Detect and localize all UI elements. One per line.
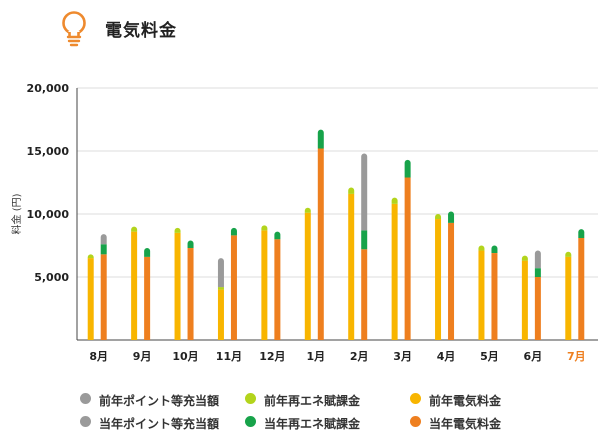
x-tick-label: 8月 — [89, 350, 108, 363]
prev-year-bar-electricity-segment — [304, 212, 311, 340]
legend-swatch — [410, 393, 421, 404]
y-tick-label: 5,000 — [34, 271, 69, 284]
prev-year-bar-electricity-segment — [478, 250, 485, 340]
prev-year-bar-electricity-segment — [565, 256, 572, 340]
x-tick-label: 4月 — [437, 350, 456, 363]
prev-year-bar-electricity-segment — [174, 232, 181, 340]
y-tick-label: 20,000 — [27, 82, 70, 95]
prev-year-bar-electricity-segment — [348, 193, 355, 340]
x-tick-label: 1月 — [306, 350, 325, 363]
curr-year-bar-renewable-surcharge-segment — [578, 229, 585, 238]
curr-year-bar-renewable-surcharge-segment — [361, 230, 368, 250]
prev-year-bar-electricity-segment — [131, 231, 138, 340]
curr-year-bar-renewable-surcharge-segment — [448, 211, 455, 223]
x-tick-label: 5月 — [480, 350, 499, 363]
curr-year-bar-renewable-surcharge-segment — [317, 129, 324, 149]
chart-legend: 前年ポイント等充当額 前年再エネ賦課金 前年電気料金当年ポイント等充当額 当年再エネ賦… — [0, 383, 610, 443]
lightbulb-icon — [62, 11, 86, 47]
prev-year-bar-renewable-surcharge-segment — [435, 214, 442, 220]
curr-year-bar-renewable-surcharge-segment — [187, 240, 194, 249]
prev-year-bar-electricity-segment — [217, 289, 224, 340]
x-tick-label: 9月 — [133, 350, 152, 363]
prev-year-bar-renewable-surcharge-segment — [391, 197, 398, 204]
legend-label: 前年ポイント等充当額 — [99, 394, 220, 408]
prev-year-bar-renewable-surcharge-segment — [348, 187, 355, 194]
prev-year-bar-electricity-segment — [391, 203, 398, 340]
y-axis-label: 料金 (円) — [10, 193, 23, 234]
legend-swatch — [245, 393, 256, 404]
prev-year-bar-electricity-segment — [261, 230, 268, 340]
curr-year-bar-electricity-segment — [274, 239, 281, 340]
prev-year-bar-renewable-surcharge-segment — [87, 254, 94, 259]
curr-year-bar-electricity-segment — [534, 277, 541, 340]
legend-label: 当年電気料金 — [429, 417, 502, 431]
x-tick-label: 7月 — [567, 350, 586, 363]
curr-year-bar-electricity-segment — [404, 177, 411, 340]
legend-label: 前年再エネ賦課金 — [264, 394, 361, 408]
curr-year-bar-electricity-segment — [317, 148, 324, 340]
curr-year-bar-points-segment — [361, 153, 368, 231]
prev-year-bar-renewable-surcharge-segment — [217, 287, 224, 290]
prev-year-bar-renewable-surcharge-segment — [174, 227, 181, 233]
x-tick-label: 3月 — [393, 350, 412, 363]
prev-year-bar-renewable-surcharge-segment — [261, 225, 268, 231]
curr-year-bar-electricity-segment — [361, 249, 368, 340]
prev-year-bar-points-segment — [217, 258, 224, 288]
x-tick-label: 2月 — [350, 350, 369, 363]
prev-year-bar-renewable-surcharge-segment — [521, 255, 528, 261]
curr-year-bar-electricity-segment — [448, 222, 455, 340]
curr-year-bar-renewable-surcharge-segment — [534, 268, 541, 277]
curr-year-bar-renewable-surcharge-segment — [274, 231, 281, 240]
electricity-cost-chart: 20,000 15,000 10,000 5,000 料金 (円) 8月 9月 10月 11月 1… — [10, 82, 598, 363]
x-tick-label: 10月 — [172, 350, 198, 363]
prev-year-bar-renewable-surcharge-segment — [304, 207, 311, 213]
curr-year-bar-renewable-surcharge-segment — [100, 244, 107, 255]
curr-year-bar-renewable-surcharge-segment — [144, 248, 151, 257]
prev-year-bar-renewable-surcharge-segment — [131, 226, 138, 232]
x-tick-label: 6月 — [524, 350, 543, 363]
legend-label: 当年ポイント等充当額 — [99, 417, 220, 431]
curr-year-bar-points-segment — [100, 234, 107, 245]
legend-swatch — [80, 393, 91, 404]
x-tick-label: 12月 — [259, 350, 285, 363]
y-tick-label: 10,000 — [27, 208, 70, 221]
prev-year-bar-electricity-segment — [87, 258, 94, 340]
curr-year-bar-electricity-segment — [187, 248, 194, 340]
curr-year-bar-electricity-segment — [144, 256, 151, 340]
y-tick-label: 15,000 — [27, 145, 70, 158]
x-tick-label: 11月 — [216, 350, 242, 363]
curr-year-bar-renewable-surcharge-segment — [491, 245, 498, 254]
legend-swatch — [245, 416, 256, 427]
curr-year-bar-points-segment — [534, 250, 541, 269]
page-title: 電気料金 — [105, 21, 177, 41]
prev-year-bar-electricity-segment — [521, 260, 528, 340]
prev-year-bar-renewable-surcharge-segment — [478, 245, 485, 251]
curr-year-bar-electricity-segment — [230, 235, 237, 340]
legend-swatch — [80, 416, 91, 427]
curr-year-bar-electricity-segment — [491, 253, 498, 340]
curr-year-bar-renewable-surcharge-segment — [230, 227, 237, 236]
legend-label: 当年再エネ賦課金 — [264, 417, 361, 431]
prev-year-bar-renewable-surcharge-segment — [565, 251, 572, 257]
curr-year-bar-electricity-segment — [578, 237, 585, 340]
curr-year-bar-electricity-segment — [100, 254, 107, 340]
legend-label: 前年電気料金 — [429, 394, 502, 408]
page-header: 電気料金 — [0, 0, 610, 56]
prev-year-bar-electricity-segment — [435, 219, 442, 340]
legend-swatch — [410, 416, 421, 427]
curr-year-bar-renewable-surcharge-segment — [404, 159, 411, 178]
